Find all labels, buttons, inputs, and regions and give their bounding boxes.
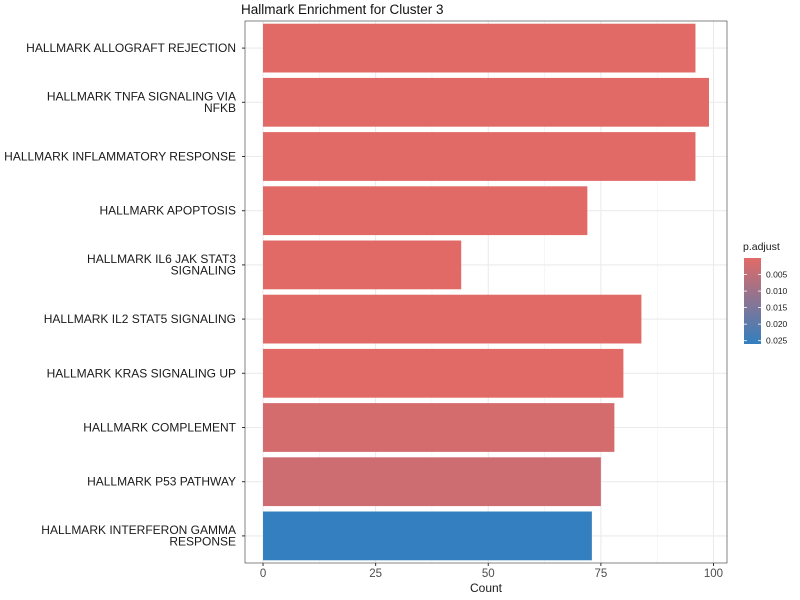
x-tick-label: 100 [704,568,723,580]
y-tick-label-line: RESPONSE [169,535,236,549]
legend-tick-label: 0.005 [766,270,788,280]
bar[interactable] [263,77,709,127]
y-tick-label: HALLMARK KRAS SIGNALING UP [47,366,236,380]
y-tick-label-line: HALLMARK KRAS SIGNALING UP [47,366,236,380]
bar[interactable] [263,511,592,561]
bar[interactable] [263,186,588,236]
y-axis: HALLMARK ALLOGRAFT REJECTION HALLMARK TNF… [4,41,245,549]
y-tick-label: HALLMARK TNFA SIGNALING VIA NFKB [47,90,236,116]
y-tick-label: HALLMARK IL2 STAT5 SIGNALING [44,312,236,326]
x-tick-label: 25 [369,568,382,580]
bar[interactable] [263,403,615,452]
legend-colorbar [744,258,761,344]
y-tick-label: HALLMARK INFLAMMATORY RESPONSE [4,150,236,164]
legend-tick-label: 0.010 [766,286,788,296]
y-tick-label: HALLMARK IL6 JAK STAT3 SIGNALING [87,252,236,278]
y-tick-label-line: HALLMARK INTERFERON GAMMA [41,523,236,537]
x-tick-label: 50 [482,568,495,580]
y-tick-label: HALLMARK APOPTOSIS [100,204,237,218]
y-tick-label: HALLMARK P53 PATHWAY [87,475,236,489]
y-tick-label-line: SIGNALING [171,264,236,278]
y-tick-label-line: NFKB [204,101,236,115]
y-tick-label-line: HALLMARK IL2 STAT5 SIGNALING [44,312,236,326]
x-axis: 0 25 50 75 100 Count [260,563,723,595]
y-tick-label-line: HALLMARK INFLAMMATORY RESPONSE [4,150,236,164]
bar[interactable] [263,23,696,73]
y-tick-label: HALLMARK ALLOGRAFT REJECTION [26,41,236,55]
x-axis-title: Count [470,581,503,595]
x-tick-label: 0 [260,568,266,580]
legend-tick-label: 0.020 [766,319,788,329]
panel-border [244,20,728,564]
y-tick-label-line: HALLMARK IL6 JAK STAT3 [87,252,236,266]
legend: p.adjust 0.005 0.010 0.015 0.020 0.025 [743,241,788,346]
bar[interactable] [263,457,601,507]
y-tick-label: HALLMARK COMPLEMENT [83,421,236,435]
legend-tick-label: 0.015 [766,303,788,313]
bars [263,23,709,561]
chart-title: Hallmark Enrichment for Cluster 3 [241,2,444,17]
y-tick-label-line: HALLMARK APOPTOSIS [100,204,237,218]
bar[interactable] [263,294,642,344]
y-tick-label-line: HALLMARK P53 PATHWAY [87,475,236,489]
y-tick-label-line: HALLMARK TNFA SIGNALING VIA [47,90,236,104]
y-tick-label: HALLMARK INTERFERON GAMMA RESPONSE [41,523,236,549]
bar[interactable] [263,132,696,181]
x-tick-label: 75 [594,568,607,580]
y-tick-label-line: HALLMARK ALLOGRAFT REJECTION [26,41,236,55]
legend-tick-label: 0.025 [766,336,788,346]
bar[interactable] [263,348,624,398]
bar[interactable] [263,240,462,290]
y-tick-label-line: HALLMARK COMPLEMENT [83,421,236,435]
legend-title: p.adjust [743,241,780,253]
